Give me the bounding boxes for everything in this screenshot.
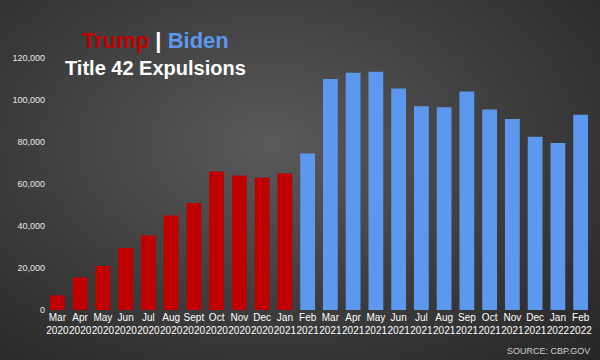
svg-text:Oct2020: Oct2020 xyxy=(206,312,229,336)
svg-text:100,000: 100,000 xyxy=(12,95,45,105)
svg-text:Feb2021: Feb2021 xyxy=(297,312,320,336)
svg-text:Sep2021: Sep2021 xyxy=(456,312,479,336)
svg-text:20,000: 20,000 xyxy=(17,263,45,273)
svg-text:80,000: 80,000 xyxy=(17,137,45,147)
svg-text:Oct2021: Oct2021 xyxy=(479,312,502,336)
svg-text:Dec2020: Dec2020 xyxy=(251,312,274,336)
svg-text:Jul2020: Jul2020 xyxy=(137,312,160,336)
svg-text:Mar2021: Mar2021 xyxy=(319,312,342,336)
svg-text:Jan2022: Jan2022 xyxy=(547,312,570,336)
svg-text:Jul2021: Jul2021 xyxy=(410,312,433,336)
svg-text:Apr2020: Apr2020 xyxy=(69,312,92,336)
svg-text:Sept2020: Sept2020 xyxy=(183,312,206,336)
svg-text:Nov2020: Nov2020 xyxy=(228,312,251,336)
svg-text:Jun2021: Jun2021 xyxy=(388,312,411,336)
svg-text:Aug2021: Aug2021 xyxy=(433,312,456,336)
svg-text:Feb2022: Feb2022 xyxy=(570,312,593,336)
svg-text:Aug2020: Aug2020 xyxy=(160,312,183,336)
svg-text:40,000: 40,000 xyxy=(17,221,45,231)
svg-text:Title 42 Expulsions: Title 42 Expulsions xyxy=(65,57,246,79)
svg-text:Jan2021: Jan2021 xyxy=(274,312,297,336)
svg-text:Mar2020: Mar2020 xyxy=(46,312,69,336)
svg-text:0: 0 xyxy=(40,305,45,315)
svg-text:Apr2021: Apr2021 xyxy=(342,312,365,336)
svg-text:Nov2021: Nov2021 xyxy=(501,312,524,336)
svg-text:Dec2021: Dec2021 xyxy=(524,312,547,336)
svg-text:May2020: May2020 xyxy=(92,312,115,336)
svg-text:Trump | Biden: Trump | Biden xyxy=(82,28,229,53)
svg-text:SOURCE: CBP.GOV: SOURCE: CBP.GOV xyxy=(507,346,590,356)
svg-text:60,000: 60,000 xyxy=(17,179,45,189)
svg-text:May2021: May2021 xyxy=(365,312,388,336)
svg-text:Jun2020: Jun2020 xyxy=(115,312,138,336)
svg-text:120,000: 120,000 xyxy=(12,53,45,63)
